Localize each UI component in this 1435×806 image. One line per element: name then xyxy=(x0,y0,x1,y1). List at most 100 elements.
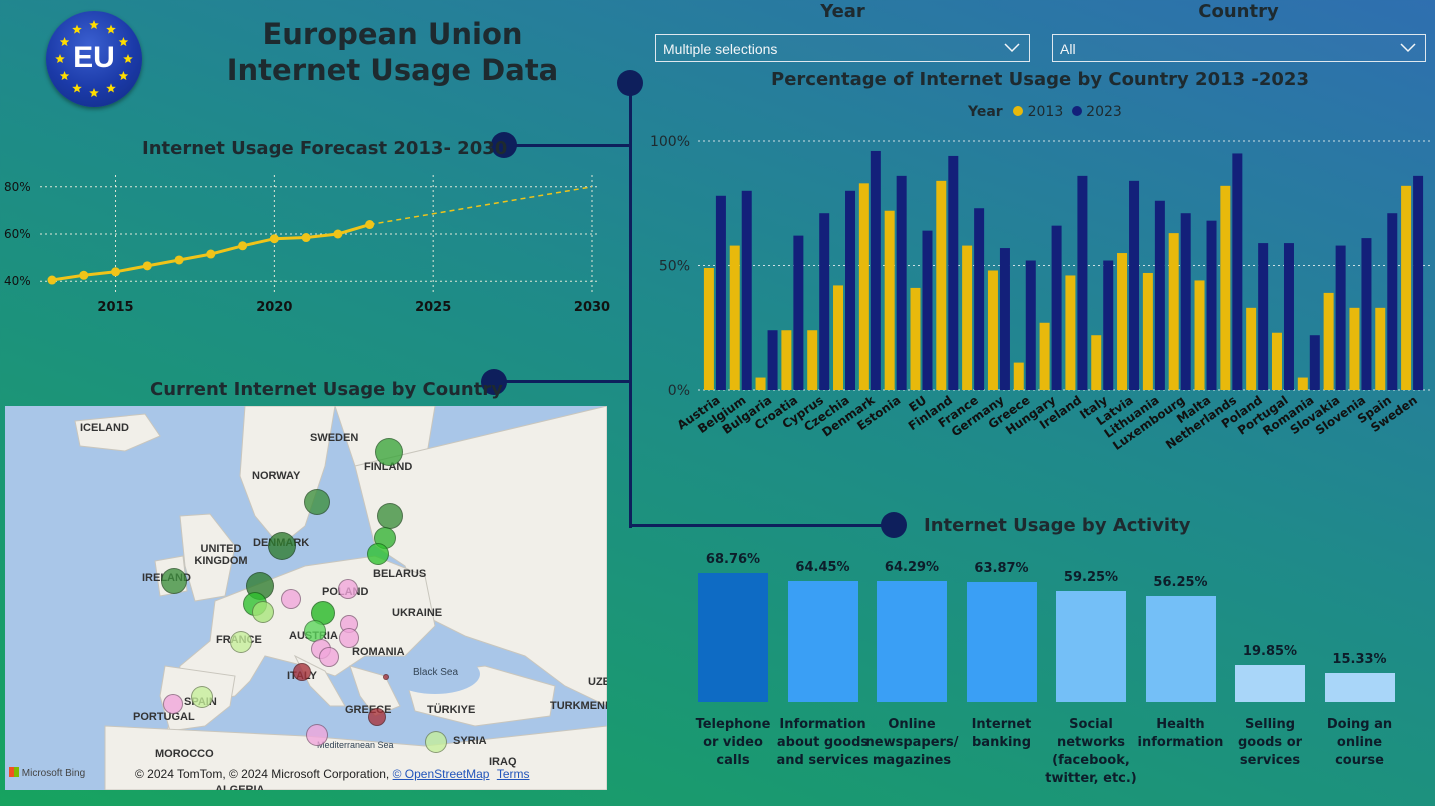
activity-category-label: Health information xyxy=(1137,717,1224,750)
activity-bar xyxy=(1145,596,1216,702)
eu-star-icon xyxy=(59,37,70,46)
year-dropdown[interactable]: Multiple selections xyxy=(655,34,1030,62)
country-usage-bubble[interactable] xyxy=(383,674,389,680)
country-usage-bubble[interactable] xyxy=(230,631,252,653)
country-usage-bubble[interactable] xyxy=(377,503,403,529)
bar-2013 xyxy=(1091,335,1102,390)
bar-2023 xyxy=(1025,260,1036,390)
bar-2023 xyxy=(767,330,778,390)
country-usage-bubble[interactable] xyxy=(338,579,358,599)
bar-2023 xyxy=(1206,220,1217,390)
bar-2023 xyxy=(1051,225,1062,390)
country-usage-bubble[interactable] xyxy=(306,724,328,746)
map-label: FINLAND xyxy=(364,461,413,473)
bar-2023 xyxy=(999,248,1010,390)
country-usage-bubble[interactable] xyxy=(191,686,213,708)
bing-text: Microsoft Bing xyxy=(21,768,86,779)
osm-link[interactable]: © OpenStreetMap xyxy=(392,767,490,781)
activity-category-label: Selling goods or services xyxy=(1237,717,1303,768)
eu-star-icon xyxy=(118,37,129,46)
bar-2013 xyxy=(962,245,973,390)
page-title-line2: Internet Usage Data xyxy=(226,53,559,87)
terms-link[interactable]: Terms xyxy=(496,767,530,781)
bar-ytick: 0% xyxy=(668,383,690,399)
bar-2023 xyxy=(1387,213,1398,390)
bar-2023 xyxy=(974,208,985,390)
bar-2023 xyxy=(896,175,907,390)
map-land-shapes xyxy=(74,406,607,790)
bar-2013 xyxy=(703,267,714,390)
bar-2023 xyxy=(1258,243,1269,390)
bing-logo: Microsoft Bing xyxy=(9,767,85,779)
forecast-point xyxy=(238,241,248,251)
country-usage-bubble[interactable] xyxy=(252,601,274,623)
activity-value-label: 64.29% xyxy=(884,560,940,576)
activity-bar xyxy=(877,581,947,702)
bar-2013 xyxy=(910,287,921,390)
forecast-title: Internet Usage Forecast 2013- 2030 xyxy=(142,138,508,159)
country-dropdown-value: All xyxy=(1060,41,1076,57)
map-label: MOROCCO xyxy=(155,748,214,760)
forecast-chart: 40% 60% 80% 2015 2020 2025 2030 xyxy=(4,175,610,315)
country-usage-bubble[interactable] xyxy=(304,489,330,515)
map-label: Mediterranean Sea xyxy=(317,740,394,750)
activity-value-label: 15.33% xyxy=(1332,652,1387,668)
connector-dot-map xyxy=(481,369,507,395)
bar-2023 xyxy=(1232,153,1243,390)
bar-2023 xyxy=(922,230,933,390)
legend-2013: 2013 xyxy=(1027,104,1064,120)
activity-category-label: Telephone or video calls xyxy=(695,717,771,768)
eu-logo: EU xyxy=(46,11,142,107)
bar-2023 xyxy=(1154,200,1165,390)
country-usage-bubble[interactable] xyxy=(281,589,301,609)
connector-map xyxy=(495,380,631,383)
country-usage-bubble[interactable] xyxy=(163,694,183,714)
map-label: UNITED KINGDOM xyxy=(194,543,248,567)
connector-activity xyxy=(631,524,893,527)
activity-category-label: Online newspapers/ magazines xyxy=(865,717,959,768)
country-usage-bubble[interactable] xyxy=(339,628,359,648)
map-label: TURKMENIS xyxy=(550,700,607,712)
bar-2013 xyxy=(1065,275,1076,390)
bar-2023 xyxy=(819,213,830,390)
country-usage-bubble[interactable] xyxy=(375,438,403,466)
map-label: SYRIA xyxy=(453,735,487,747)
bar-2013 xyxy=(833,285,844,390)
bar-ytick: 100% xyxy=(650,134,690,150)
country-usage-bubble[interactable] xyxy=(161,568,187,594)
microsoft-logo-icon xyxy=(9,767,19,777)
forecast-point xyxy=(269,234,279,244)
chevron-down-icon xyxy=(1399,38,1417,60)
bar-chart-title: Percentage of Internet Usage by Country … xyxy=(771,69,1309,90)
bar-2013 xyxy=(1013,362,1024,390)
map-label: UZB xyxy=(588,676,607,688)
bar-2013 xyxy=(884,210,895,390)
chevron-down-icon xyxy=(1003,38,1021,60)
bar-2023 xyxy=(1077,175,1088,390)
bar-2013 xyxy=(1039,322,1050,390)
country-dropdown[interactable]: All xyxy=(1052,34,1426,62)
activity-value-label: 19.85% xyxy=(1242,643,1298,659)
europe-map[interactable]: ICELANDSWEDENFINLANDNORWAYDENMARKUNITED … xyxy=(5,406,607,790)
bar-2013 xyxy=(807,330,818,390)
bar-2013 xyxy=(1220,185,1231,390)
bar-chart-legend: Year 2013 2023 xyxy=(968,104,1122,120)
country-usage-bubble[interactable] xyxy=(268,532,296,560)
country-usage-bubble[interactable] xyxy=(319,647,339,667)
activity-category-label: Information about goods and services xyxy=(776,717,869,768)
bar-2023 xyxy=(1180,213,1191,390)
country-usage-bubble[interactable] xyxy=(293,663,311,681)
activity-bar xyxy=(698,573,768,702)
country-usage-bubble[interactable] xyxy=(367,543,389,565)
country-usage-bubble[interactable] xyxy=(368,708,386,726)
forecast-point xyxy=(111,267,121,277)
forecast-point xyxy=(365,220,375,230)
legend-swatch-2013 xyxy=(1013,106,1024,116)
forecast-point xyxy=(301,233,311,243)
activity-category-label: Internet banking xyxy=(971,717,1032,750)
country-usage-bubble[interactable] xyxy=(425,731,447,753)
activity-value-label: 59.25% xyxy=(1063,569,1119,585)
forecast-point xyxy=(47,275,57,285)
forecast-point xyxy=(142,261,152,271)
forecast-xtick: 2020 xyxy=(256,300,292,315)
